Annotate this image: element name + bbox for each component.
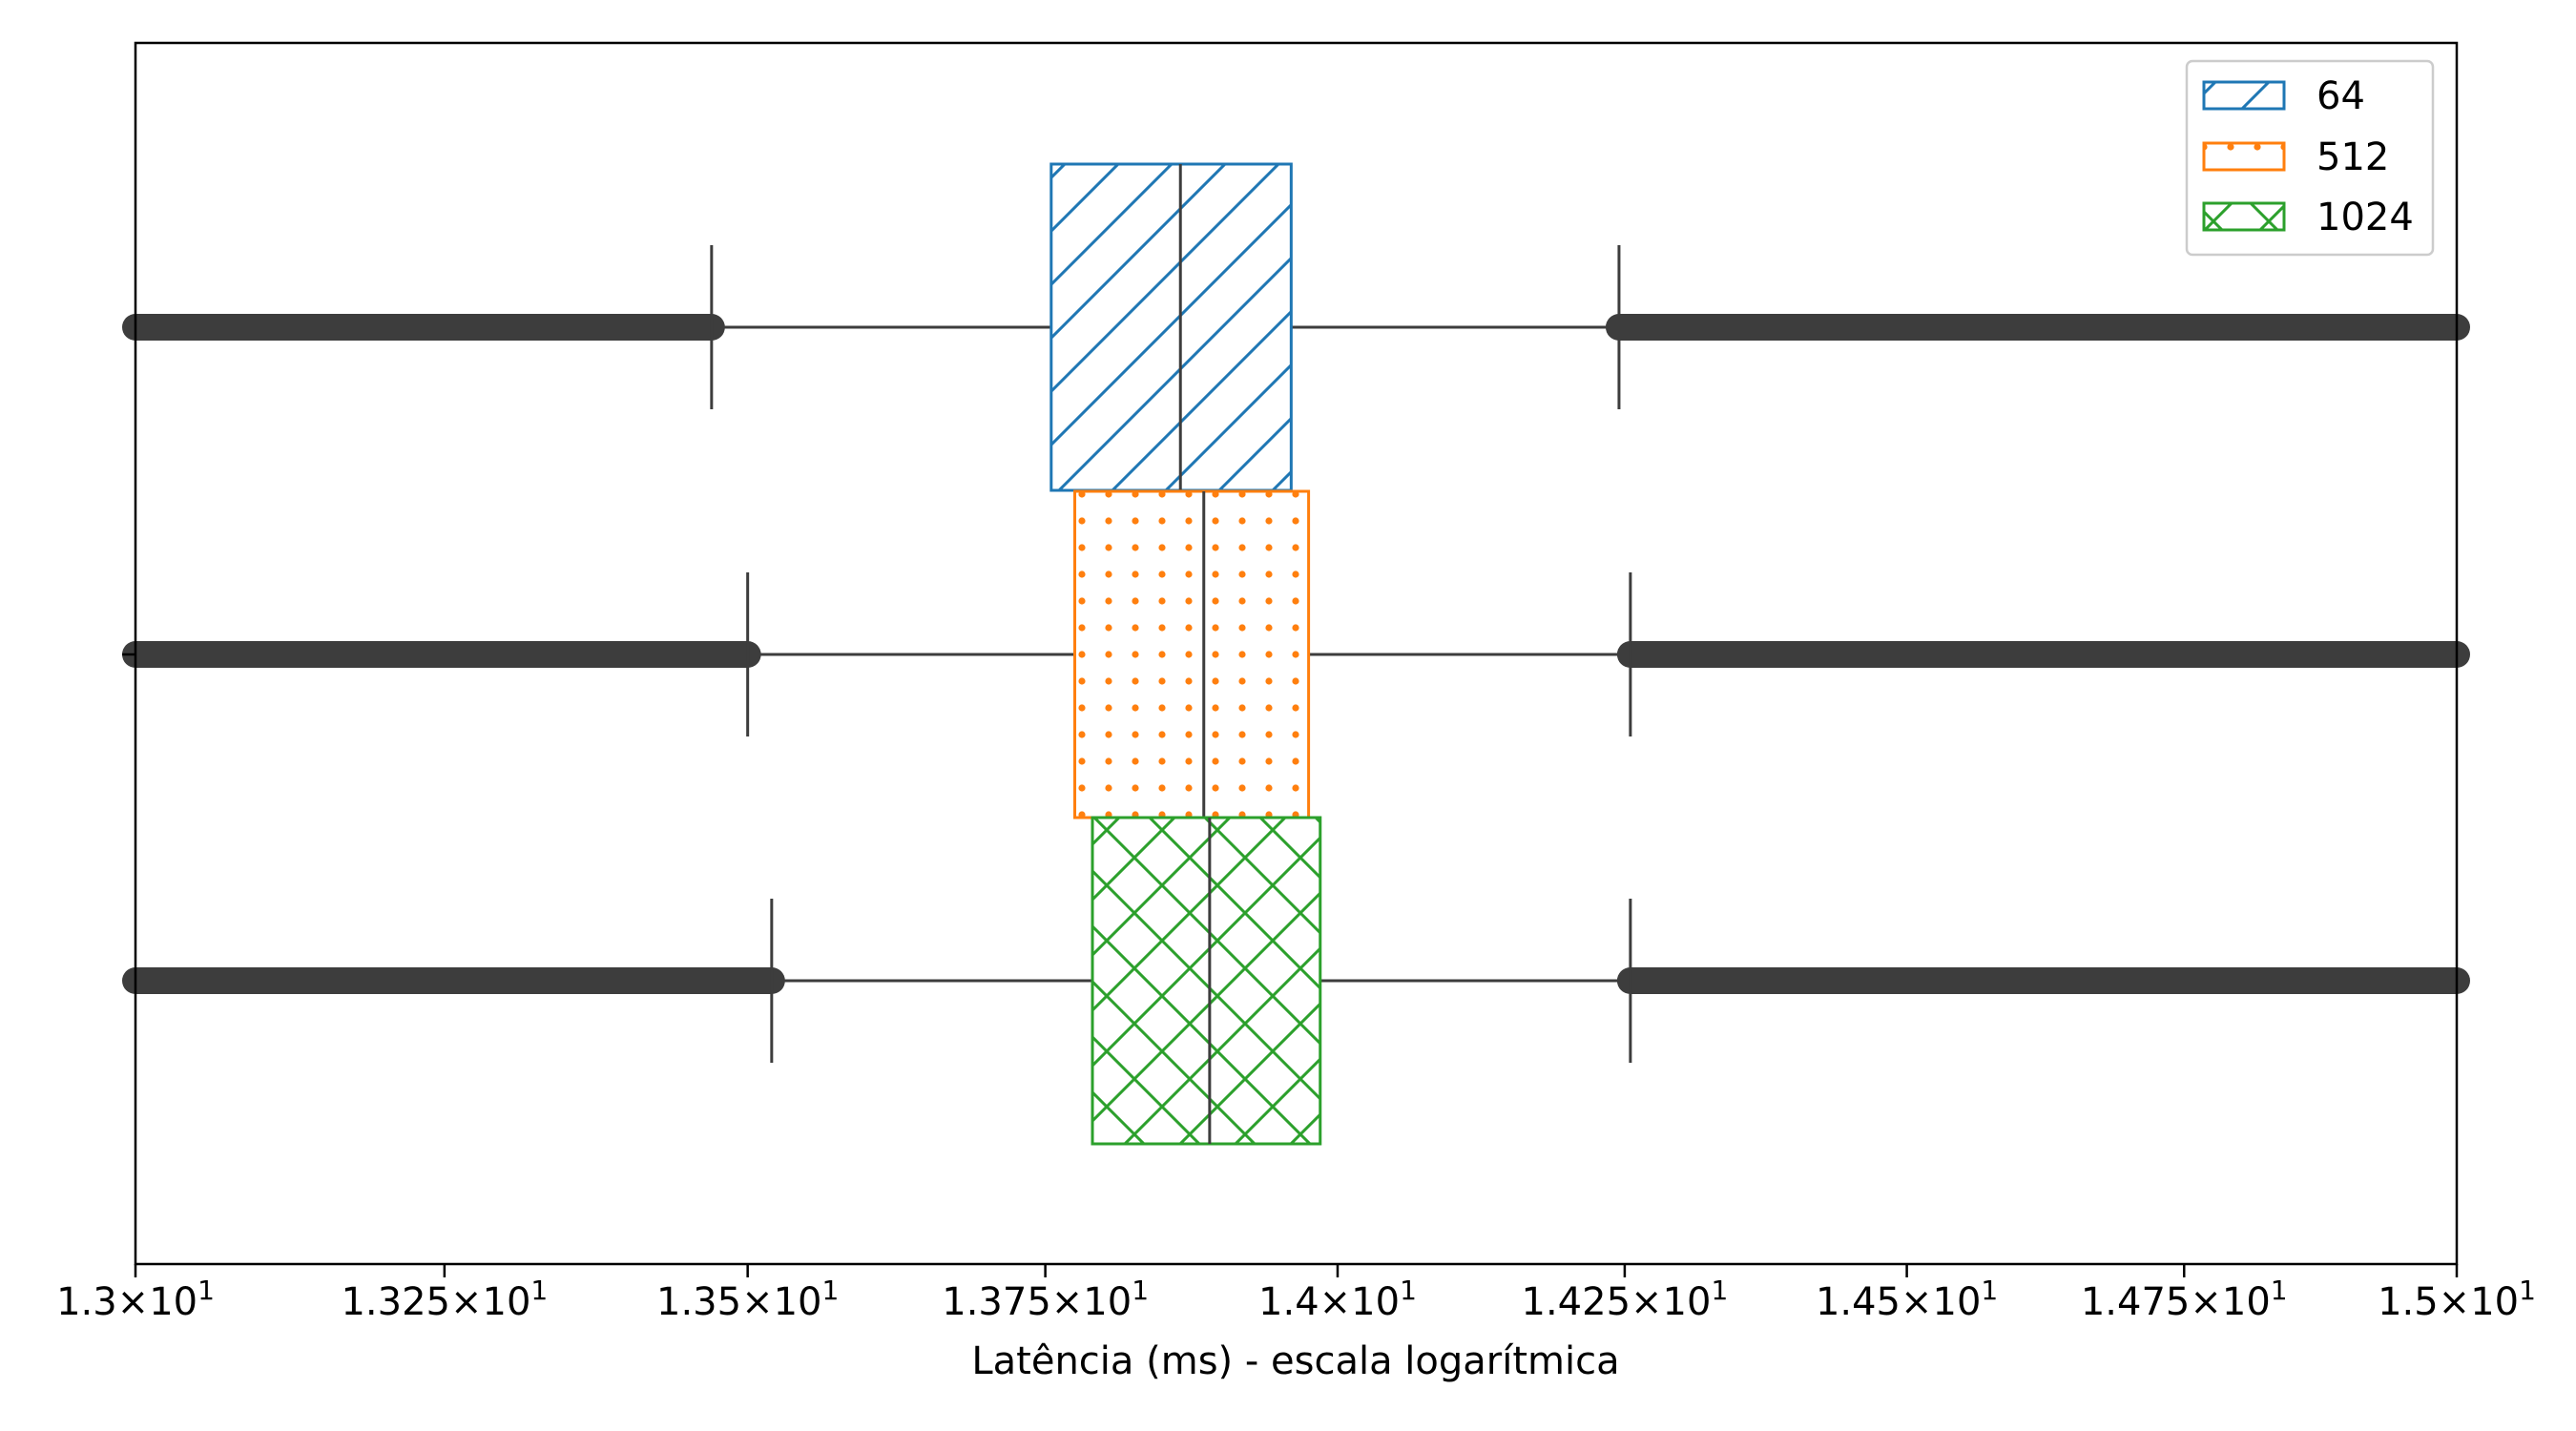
x-tick-label: 1.475×101 xyxy=(2081,1275,2288,1324)
x-tick-label: 1.4×101 xyxy=(1258,1275,1417,1324)
series-512-box xyxy=(122,489,2470,819)
legend-swatch-1024 xyxy=(2202,201,2286,232)
legend-swatch-64 xyxy=(2202,80,2286,111)
legend: 64 512 1024 xyxy=(2185,59,2435,257)
legend-label-512: 512 xyxy=(2316,135,2389,179)
x-tick-label: 1.3×101 xyxy=(56,1275,215,1324)
box-plot-layer xyxy=(122,162,2470,1146)
series-1024-iqr-box xyxy=(1091,816,1322,1146)
x-tick-label: 1.5×101 xyxy=(2378,1275,2536,1324)
x-tick-label: 1.375×101 xyxy=(942,1275,1149,1324)
legend-label-64: 64 xyxy=(2316,74,2365,118)
series-64-iqr-box xyxy=(1049,162,1293,492)
x-axis-title: Latência (ms) - escala logarítmica xyxy=(971,1339,1619,1383)
series-512-iqr-box xyxy=(1073,489,1311,819)
x-tick-label: 1.35×101 xyxy=(656,1275,839,1324)
legend-label-1024: 1024 xyxy=(2316,196,2414,239)
x-axis: 1.3×101 1.325×101 1.35×101 1.375×101 1.4×101… xyxy=(56,1264,2536,1324)
legend-swatch-512 xyxy=(2202,141,2286,172)
x-tick-label: 1.425×101 xyxy=(1522,1275,1729,1324)
series-64-box xyxy=(122,162,2470,492)
series-1024-box xyxy=(122,816,2470,1146)
x-tick-label: 1.45×101 xyxy=(1816,1275,1998,1324)
x-tick-label: 1.325×101 xyxy=(341,1275,548,1324)
